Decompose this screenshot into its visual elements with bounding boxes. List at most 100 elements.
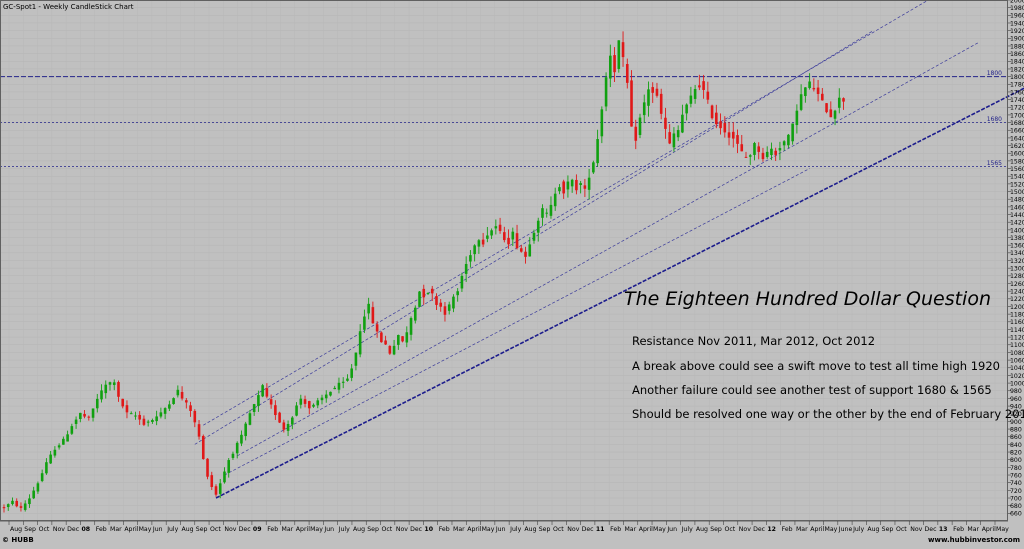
candles <box>2 31 845 513</box>
x-tick-label: Nov <box>53 526 65 533</box>
candle-body <box>354 352 358 366</box>
candle-body <box>829 109 833 118</box>
annotation-line-3: Another failure could see another test o… <box>632 383 992 397</box>
level-label: 1800 <box>987 70 1002 77</box>
x-tick-label: May <box>482 526 495 533</box>
copyright-label: © HUBB <box>2 536 34 544</box>
candle-body <box>108 382 112 385</box>
y-tick-label: 1220 <box>1010 296 1024 303</box>
y-tick-label: 1140 <box>1010 327 1024 334</box>
candle-body <box>28 498 31 505</box>
x-tick-label: Dec <box>410 526 423 533</box>
candle-body <box>100 390 103 400</box>
candle-body <box>6 504 10 508</box>
channel-line <box>237 41 980 457</box>
candle-body <box>70 426 74 434</box>
x-tick-label: 09 <box>253 526 262 533</box>
candle-body <box>329 391 332 396</box>
candle-body <box>617 40 621 69</box>
x-tick-label: Nov <box>910 526 922 533</box>
candle-body <box>816 87 820 94</box>
candle-body <box>32 490 35 499</box>
x-tick-label: Oct <box>382 526 393 533</box>
candle-body <box>723 123 727 133</box>
support-trendline <box>215 87 1024 499</box>
candle-body <box>261 385 264 397</box>
candle-body <box>295 405 298 416</box>
candle-body <box>833 110 837 119</box>
x-tick-label: Mar <box>967 526 979 533</box>
candle-body <box>40 473 44 482</box>
x-tick-label: Feb <box>610 526 621 533</box>
candle-body <box>782 141 786 146</box>
y-tick-label: 1660 <box>1010 128 1024 135</box>
candle-body <box>66 434 69 442</box>
y-tick-label: 1500 <box>1010 189 1024 196</box>
candle-body <box>218 483 222 494</box>
candle-body <box>87 416 91 418</box>
x-tick-label: Mar <box>282 526 294 533</box>
horizontal-levels: 1800 1680 1565 <box>0 70 1008 167</box>
y-tick-label: 940 <box>1010 403 1022 410</box>
candle-body <box>36 483 40 492</box>
candle-body <box>104 384 108 394</box>
x-tick-label: Aug <box>181 526 193 533</box>
candle-body <box>698 85 701 88</box>
y-tick-label: 1980 <box>1010 5 1024 12</box>
candle-body <box>630 80 633 127</box>
x-tick-label: Dec <box>239 526 252 533</box>
candle-body <box>49 454 52 464</box>
y-tick-label: 820 <box>1010 449 1022 456</box>
candle-body <box>710 105 714 119</box>
x-tick-label: Jun <box>152 526 163 533</box>
y-tick-label: 700 <box>1010 495 1022 502</box>
y-tick-label: 1340 <box>1010 250 1024 257</box>
candle-body <box>235 442 239 454</box>
candle-body <box>380 332 383 343</box>
y-tick-label: 1400 <box>1010 227 1024 234</box>
candle-body <box>112 382 116 385</box>
candle-body <box>553 193 557 207</box>
candle-body <box>333 387 337 390</box>
candle-body <box>303 399 307 404</box>
x-tick-label: Aug <box>696 526 708 533</box>
candle-body <box>223 471 226 483</box>
candle-body <box>613 55 616 73</box>
y-tick-label: 1080 <box>1010 350 1024 357</box>
candle-body <box>316 400 320 406</box>
y-tick-label: 980 <box>1010 388 1022 395</box>
y-tick-label: 1740 <box>1010 97 1024 104</box>
candle-body <box>23 503 27 510</box>
candle-body <box>269 399 273 405</box>
candle-body <box>842 98 845 102</box>
candle-body <box>668 132 671 144</box>
x-tick-label: May <box>996 526 1009 533</box>
x-tick-label: April <box>467 526 481 533</box>
candle-body <box>685 104 688 114</box>
y-tick-label: 1120 <box>1010 335 1024 342</box>
y-tick-label: 1360 <box>1010 243 1024 250</box>
x-tick-label: Sep <box>24 526 36 533</box>
candle-body <box>371 307 375 324</box>
candle-body <box>57 445 61 448</box>
x-tick-label: 12 <box>767 526 776 533</box>
x-tick-label: Sep <box>367 526 379 533</box>
candle-body <box>117 382 120 397</box>
candle-body <box>536 220 540 233</box>
level-label: 1680 <box>987 116 1002 123</box>
x-tick-label: Feb <box>439 526 450 533</box>
candle-body <box>278 412 281 423</box>
x-tick-label: Dec <box>753 526 766 533</box>
candle-body <box>625 64 629 83</box>
candle-body <box>719 121 722 129</box>
x-tick-label: May <box>310 526 323 533</box>
candle-body <box>486 235 489 239</box>
candle-body <box>481 239 485 245</box>
candle-body <box>151 419 154 422</box>
x-tick-label: Oct <box>724 526 735 533</box>
y-tick-label: 860 <box>1010 434 1022 441</box>
x-tick-label: Jun <box>323 526 334 533</box>
x-tick-label: Sep <box>196 526 208 533</box>
